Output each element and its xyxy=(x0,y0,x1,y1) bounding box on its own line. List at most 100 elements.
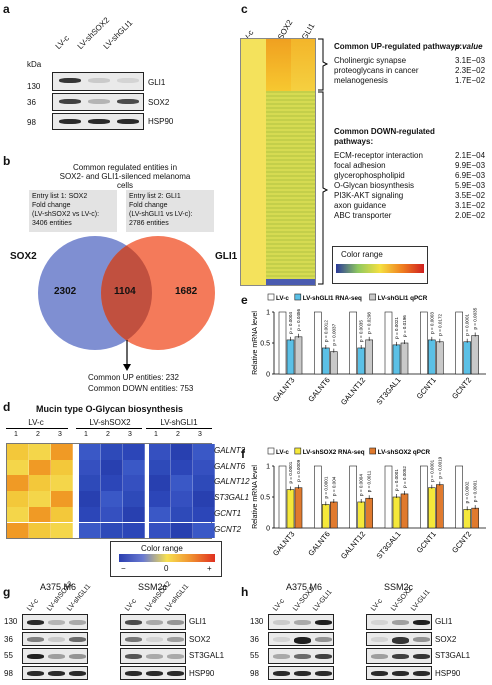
p-value-label: p = 0.0003 xyxy=(429,312,434,334)
western-blot-strip xyxy=(120,614,186,630)
cell-line-label: SSM2c xyxy=(138,582,168,592)
legend-item: LV-c xyxy=(267,447,289,456)
western-blot-strip xyxy=(366,614,432,630)
category-label: ST3GAL1 xyxy=(374,530,402,561)
protein-band xyxy=(315,620,332,625)
heatmap-cell xyxy=(149,522,171,539)
p-value-label: p = 0.0001 xyxy=(394,469,399,491)
protein-label: GLI1 xyxy=(189,617,207,626)
legend-item: LV-shSOX2 qPCR xyxy=(369,447,431,456)
protein-band xyxy=(117,119,139,124)
venn-count-sox2-only: 2302 xyxy=(54,286,77,297)
pathway-name: glycerophospholipid xyxy=(334,171,405,180)
category-label: ST3GAL1 xyxy=(374,376,402,407)
heatmap-cell xyxy=(193,459,215,476)
protein-band xyxy=(146,654,163,659)
heatmap-cell xyxy=(193,522,215,539)
heatmap-cell xyxy=(101,506,123,523)
bar xyxy=(420,465,428,529)
bar xyxy=(349,465,357,529)
legend-swatch xyxy=(369,293,376,301)
heatmap-cell xyxy=(29,506,51,523)
heatmap-cell xyxy=(123,522,145,539)
bar xyxy=(286,339,295,375)
replicate-label: 3 xyxy=(198,431,202,438)
replicate-label: 2 xyxy=(176,431,180,438)
bar xyxy=(463,509,471,529)
p-value-label: p = 0.0012 xyxy=(323,320,328,342)
protein-band xyxy=(294,637,311,644)
protein-band xyxy=(27,671,44,676)
pathway-name: PI3K-AKT signaling xyxy=(334,191,404,200)
legend-swatch xyxy=(294,447,302,455)
category-label: GALNT3 xyxy=(271,376,297,404)
pathway-name: focal adhesion xyxy=(334,161,386,170)
protein-band xyxy=(59,119,81,124)
protein-label: SOX2 xyxy=(148,98,170,107)
down-pathways-header: pathways: xyxy=(334,137,374,146)
box-line: 3406 entities xyxy=(32,220,72,227)
pathway-pvalue: 3.5E−02 xyxy=(455,191,486,200)
heatmap-cell xyxy=(51,459,73,476)
pathway-row: PI3K-AKT signaling 3.5E−02 xyxy=(334,191,489,201)
heatmap-cell xyxy=(193,475,215,492)
mw-marker: 55 xyxy=(250,651,259,660)
lane-label: LV-c xyxy=(53,33,71,51)
heatmap-cell xyxy=(79,444,101,460)
legend-label: LV-c xyxy=(276,449,289,456)
protein-band xyxy=(167,620,184,625)
bar xyxy=(392,344,401,375)
category-label: GALNT6 xyxy=(306,530,332,558)
color-range-legend-d: Color range − 0 + xyxy=(110,541,222,577)
box-line: (LV-shSOX2 vs LV-c): xyxy=(32,211,100,218)
box-line: (LV-shGLI1 vs LV-c): xyxy=(129,211,193,218)
protein-label: ST3GAL1 xyxy=(435,651,471,660)
venn-count-gli1-only: 1682 xyxy=(175,286,198,297)
heatmap-cell xyxy=(193,491,215,507)
p-value-label: p = 0.004 xyxy=(331,476,336,496)
protein-band xyxy=(69,620,86,625)
bar xyxy=(349,311,357,375)
heatmap-cell xyxy=(51,475,73,492)
pathway-name: ABC transporter xyxy=(334,211,392,220)
p-value-label: p = 0.0001 xyxy=(323,476,328,498)
protein-band xyxy=(371,637,388,642)
p-value-label: p = 0.0019 xyxy=(437,456,442,478)
heatmap-up-block xyxy=(266,39,291,91)
protein-band xyxy=(392,654,409,659)
protein-band xyxy=(125,620,142,625)
category-label: GALNT6 xyxy=(306,376,332,404)
legend-item: LV-c xyxy=(267,293,289,302)
western-blot-hsp90 xyxy=(52,113,144,130)
pathway-pvalue: 3.1E−03 xyxy=(455,56,486,65)
heatmap-cell xyxy=(171,506,193,523)
bar xyxy=(400,342,409,375)
bar xyxy=(365,339,373,375)
heatmap-cell xyxy=(29,459,51,476)
legend-label: LV-shSOX2 qPCR xyxy=(378,449,431,456)
venn-count-overlap: 1104 xyxy=(114,286,136,297)
protein-band xyxy=(48,620,65,625)
gene-label: GCNT1 xyxy=(214,508,242,518)
western-blot-strip xyxy=(22,632,88,646)
p-value-label: p = 0.0001 xyxy=(473,480,478,502)
western-blot-strip xyxy=(366,648,432,664)
heatmap-cell xyxy=(123,475,145,492)
down-pathways-header: Common DOWN-regulated xyxy=(334,127,435,136)
y-tick-label: 0 xyxy=(266,372,270,379)
protein-band xyxy=(273,671,290,676)
protein-band xyxy=(48,637,65,642)
heatmap-cell xyxy=(51,491,73,507)
replicate-labels: 1 2 3 1 2 3 1 2 3 xyxy=(6,431,212,441)
protein-label: GLI1 xyxy=(435,617,453,626)
pathway-pvalue: 2.3E−02 xyxy=(455,66,486,75)
protein-band xyxy=(413,620,430,625)
p-value-label: p = 0.0037 xyxy=(331,323,336,345)
heatmap-cell xyxy=(149,459,171,476)
protein-band xyxy=(413,637,430,642)
heatmap-cell xyxy=(171,459,193,476)
pathway-pvalue: 6.9E−03 xyxy=(455,171,486,180)
western-blot-strip xyxy=(268,666,334,680)
protein-band xyxy=(413,671,430,676)
venn-title-line: SOX2- and GLI1-silenced melanoma cells xyxy=(59,172,191,190)
